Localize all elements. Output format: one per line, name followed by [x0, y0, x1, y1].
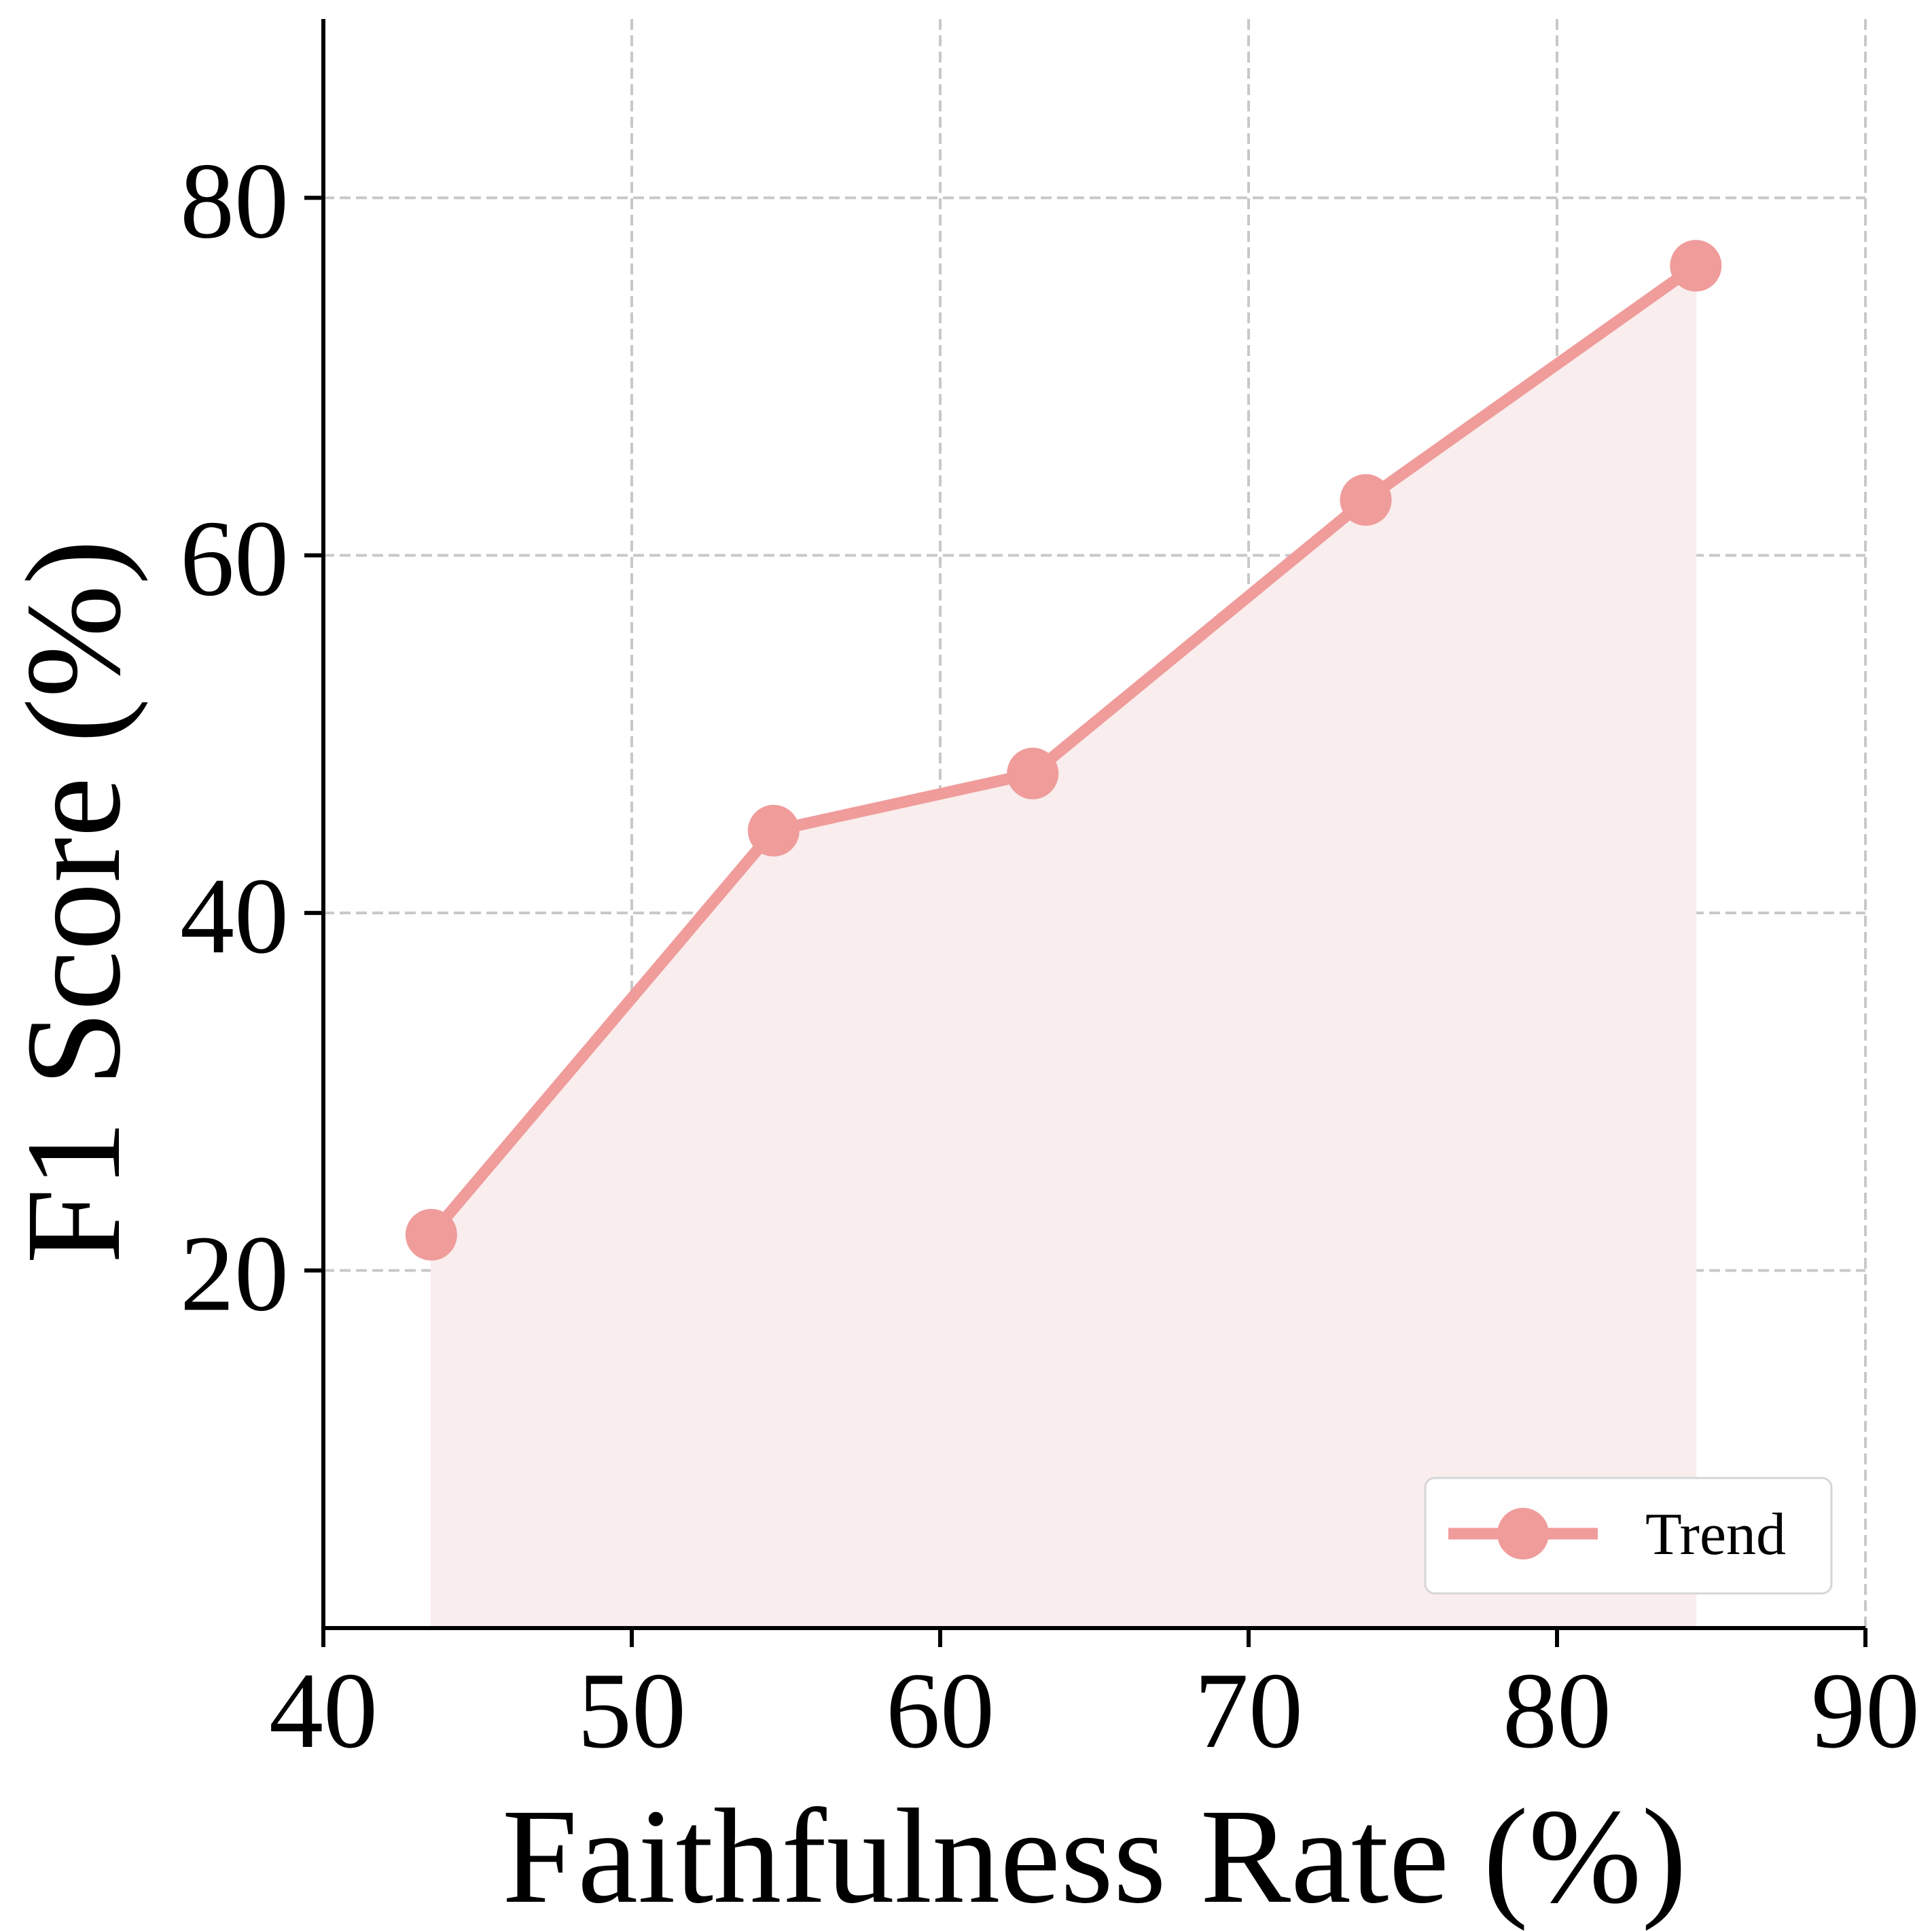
axes	[304, 19, 1867, 1647]
data-point	[747, 805, 800, 857]
area-fill-layer	[430, 264, 1697, 1629]
y-tick-label-20: 20	[180, 1213, 289, 1334]
y-tick-label-80: 80	[180, 140, 289, 261]
x-tick-label-90: 90	[1811, 1650, 1920, 1771]
x-tick-label-50: 50	[577, 1650, 686, 1771]
data-point	[1007, 747, 1059, 799]
x-axis-title: Faithfulness Rate (%)	[502, 1782, 1687, 1931]
x-tick-label-60: 60	[886, 1650, 995, 1771]
legend-marker-swatch	[1497, 1508, 1549, 1559]
area-fill	[430, 264, 1697, 1629]
legend: Trend	[1424, 1477, 1833, 1595]
series-layer	[405, 240, 1722, 1261]
y-axis-title: F1 Score (%)	[0, 539, 149, 1263]
x-tick-label-80: 80	[1503, 1650, 1611, 1771]
x-tick-label-40: 40	[269, 1650, 378, 1771]
data-point	[1670, 240, 1722, 292]
legend-box	[1424, 1477, 1833, 1595]
tick-labels: 40 50 60 70 80 90 20 40 60 80	[180, 140, 1920, 1771]
x-tick-label-70: 70	[1194, 1650, 1303, 1771]
legend-label: Trend	[1645, 1502, 1786, 1568]
data-point	[405, 1208, 457, 1261]
y-tick-label-60: 60	[180, 498, 289, 619]
data-point	[1340, 474, 1392, 526]
y-tick-label-40: 40	[180, 855, 289, 976]
